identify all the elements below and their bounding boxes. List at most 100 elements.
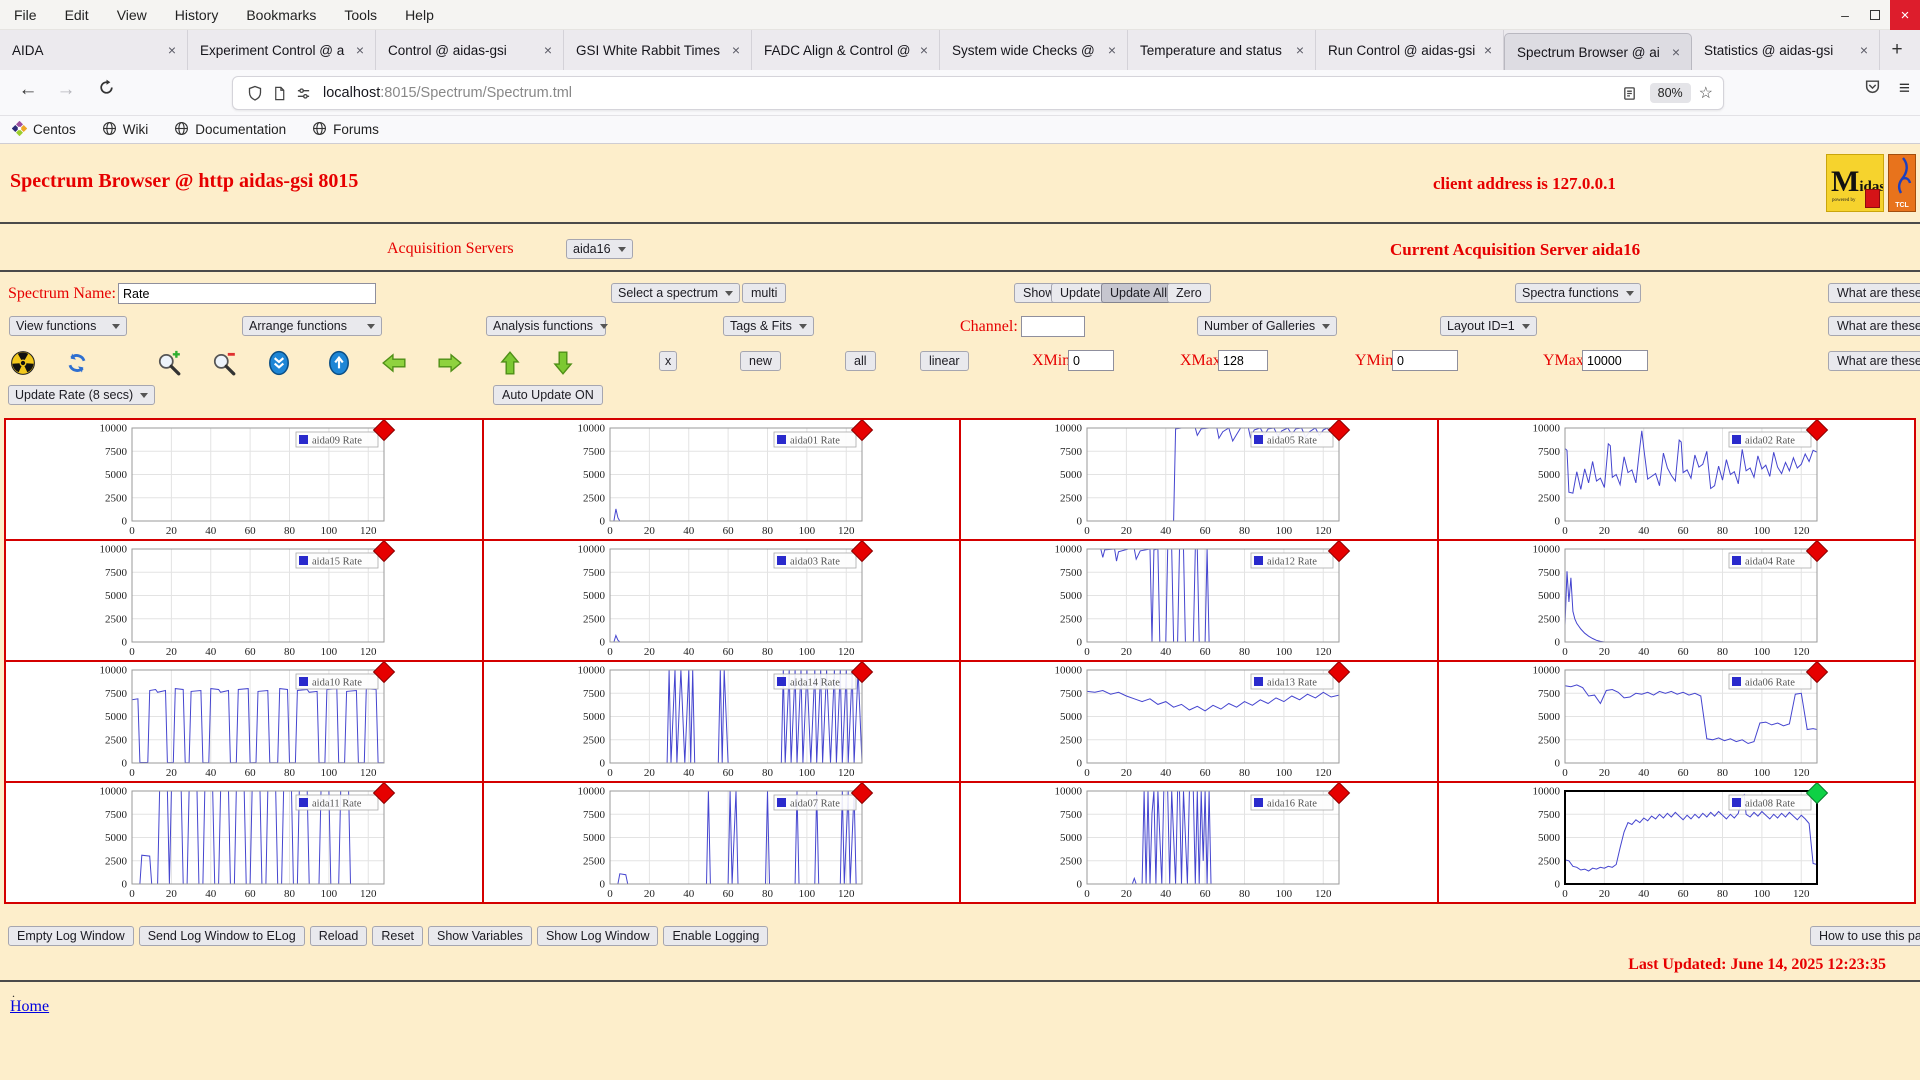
- tab-close-icon[interactable]: ×: [1481, 42, 1495, 58]
- x-button[interactable]: x: [659, 351, 677, 371]
- app-menu-icon[interactable]: ≡: [1899, 78, 1910, 100]
- spectrum-panel-aida16[interactable]: 025005000750010000020406080100120aida16 …: [961, 783, 1437, 902]
- menu-tools[interactable]: Tools: [344, 7, 377, 23]
- xmax-input[interactable]: [1218, 350, 1268, 371]
- bookmark-forums[interactable]: Forums: [312, 121, 379, 139]
- view-functions-dropdown[interactable]: View functions: [9, 316, 127, 336]
- permissions-icon[interactable]: [291, 86, 315, 101]
- tab-7[interactable]: Temperature and status×: [1128, 30, 1316, 70]
- tab-3[interactable]: Control @ aidas-gsi×: [376, 30, 564, 70]
- shift-down-icon[interactable]: [266, 350, 292, 376]
- spectrum-panel-aida09[interactable]: 025005000750010000020406080100120aida09 …: [6, 420, 482, 539]
- maximize-button[interactable]: [1860, 0, 1890, 30]
- page-info-icon[interactable]: [267, 86, 291, 101]
- menu-edit[interactable]: Edit: [65, 7, 89, 23]
- reset-button[interactable]: Reset: [372, 926, 423, 946]
- tab-close-icon[interactable]: ×: [1105, 42, 1119, 58]
- menu-history[interactable]: History: [175, 7, 219, 23]
- reload-button[interactable]: Reload: [310, 926, 368, 946]
- spectrum-panel-aida11[interactable]: 025005000750010000020406080100120aida11 …: [6, 783, 482, 902]
- spectrum-panel-aida06[interactable]: 025005000750010000020406080100120aida06 …: [1439, 662, 1915, 781]
- tcl-powered-logo[interactable]: TCL: [1888, 154, 1916, 212]
- ymax-input[interactable]: [1582, 350, 1648, 371]
- spectrum-panel-aida01[interactable]: 025005000750010000020406080100120aida01 …: [484, 420, 960, 539]
- tab-9[interactable]: Spectrum Browser @ ai×: [1504, 33, 1692, 70]
- tab-10[interactable]: Statistics @ aidas-gsi×: [1692, 30, 1880, 70]
- reader-mode-icon[interactable]: [1618, 86, 1642, 101]
- reload-button[interactable]: [92, 79, 120, 102]
- forward-button[interactable]: →: [52, 79, 80, 101]
- zoom-out-icon[interactable]: [211, 350, 237, 376]
- move-left-icon[interactable]: [381, 350, 407, 376]
- menu-help[interactable]: Help: [405, 7, 434, 23]
- send-log-window-to-elog-button[interactable]: Send Log Window to ELog: [139, 926, 305, 946]
- tab-close-icon[interactable]: ×: [917, 42, 931, 58]
- tab-1[interactable]: AIDA×: [0, 30, 188, 70]
- bookmark-documentation[interactable]: Documentation: [174, 121, 286, 139]
- bookmark-star-icon[interactable]: ☆: [1699, 83, 1713, 103]
- show-log-window-button[interactable]: Show Log Window: [537, 926, 659, 946]
- spectrum-panel-aida03[interactable]: 025005000750010000020406080100120aida03 …: [484, 541, 960, 660]
- menu-view[interactable]: View: [117, 7, 147, 23]
- spectrum-panel-aida07[interactable]: 025005000750010000020406080100120aida07 …: [484, 783, 960, 902]
- radiation-icon[interactable]: [10, 350, 36, 376]
- enable-logging-button[interactable]: Enable Logging: [663, 926, 768, 946]
- tab-2[interactable]: Experiment Control @ a×: [188, 30, 376, 70]
- tab-close-icon[interactable]: ×: [1669, 44, 1683, 60]
- analysis-functions-dropdown[interactable]: Analysis functions: [486, 316, 606, 336]
- spectrum-name-input[interactable]: [118, 283, 376, 304]
- spectrum-panel-aida13[interactable]: 025005000750010000020406080100120aida13 …: [961, 662, 1437, 781]
- tab-5[interactable]: FADC Align & Control @×: [752, 30, 940, 70]
- layout-id-dropdown[interactable]: Layout ID=1: [1440, 316, 1537, 336]
- home-link[interactable]: Home: [10, 998, 49, 1016]
- acquisition-server-select[interactable]: aida16: [566, 239, 633, 259]
- new-button[interactable]: new: [740, 351, 781, 371]
- new-tab-button[interactable]: +: [1880, 30, 1914, 70]
- pocket-icon[interactable]: [1864, 78, 1881, 100]
- spectrum-panel-aida08[interactable]: 025005000750010000020406080100120aida08 …: [1439, 783, 1915, 902]
- zoom-level-chip[interactable]: 80%: [1650, 83, 1691, 103]
- what-are-these-button-3[interactable]: What are these?: [1828, 351, 1920, 371]
- empty-log-window-button[interactable]: Empty Log Window: [8, 926, 134, 946]
- bookmark-centos[interactable]: Centos: [12, 121, 76, 139]
- move-right-icon[interactable]: [437, 350, 463, 376]
- update-rate-dropdown[interactable]: Update Rate (8 secs): [8, 385, 155, 405]
- spectrum-panel-aida12[interactable]: 025005000750010000020406080100120aida12 …: [961, 541, 1437, 660]
- move-down-icon[interactable]: [550, 350, 576, 376]
- multi-button[interactable]: multi: [742, 283, 786, 303]
- tab-close-icon[interactable]: ×: [353, 42, 367, 58]
- midas-logo[interactable]: Midas powered by: [1826, 154, 1884, 212]
- menu-file[interactable]: File: [14, 7, 37, 23]
- url-bar[interactable]: localhost:8015/Spectrum/Spectrum.tml 80%…: [232, 76, 1724, 110]
- xmin-input[interactable]: [1068, 350, 1114, 371]
- linear-button[interactable]: linear: [920, 351, 969, 371]
- what-are-these-button-2[interactable]: What are these?: [1828, 316, 1920, 336]
- number-of-galleries-dropdown[interactable]: Number of Galleries: [1197, 316, 1337, 336]
- auto-update-button[interactable]: Auto Update ON: [493, 385, 603, 405]
- what-are-these-button-1[interactable]: What are these?: [1828, 283, 1920, 303]
- update-all-button[interactable]: Update All: [1101, 283, 1176, 303]
- spectrum-panel-aida14[interactable]: 025005000750010000020406080100120aida14 …: [484, 662, 960, 781]
- show-variables-button[interactable]: Show Variables: [428, 926, 532, 946]
- all-button[interactable]: all: [845, 351, 876, 371]
- tab-close-icon[interactable]: ×: [165, 42, 179, 58]
- minimize-button[interactable]: –: [1830, 0, 1860, 30]
- tab-6[interactable]: System wide Checks @×: [940, 30, 1128, 70]
- shift-up-icon[interactable]: [326, 350, 352, 376]
- refresh-icon[interactable]: [64, 350, 90, 376]
- bookmark-wiki[interactable]: Wiki: [102, 121, 149, 139]
- tracking-shield-icon[interactable]: [243, 85, 267, 101]
- zoom-in-icon[interactable]: [156, 350, 182, 376]
- channel-input[interactable]: [1021, 316, 1085, 337]
- spectrum-panel-aida15[interactable]: 025005000750010000020406080100120aida15 …: [6, 541, 482, 660]
- tab-close-icon[interactable]: ×: [1857, 42, 1871, 58]
- spectrum-panel-aida10[interactable]: 025005000750010000020406080100120aida10 …: [6, 662, 482, 781]
- menu-bookmarks[interactable]: Bookmarks: [246, 7, 316, 23]
- select-spectrum-dropdown[interactable]: Select a spectrum: [611, 283, 740, 303]
- spectrum-panel-aida04[interactable]: 025005000750010000020406080100120aida04 …: [1439, 541, 1915, 660]
- tab-close-icon[interactable]: ×: [729, 42, 743, 58]
- tags-fits-dropdown[interactable]: Tags & Fits: [723, 316, 814, 336]
- how-to-use-button[interactable]: How to use this page: [1810, 926, 1920, 946]
- back-button[interactable]: ←: [14, 79, 42, 101]
- spectra-functions-dropdown[interactable]: Spectra functions: [1515, 283, 1641, 303]
